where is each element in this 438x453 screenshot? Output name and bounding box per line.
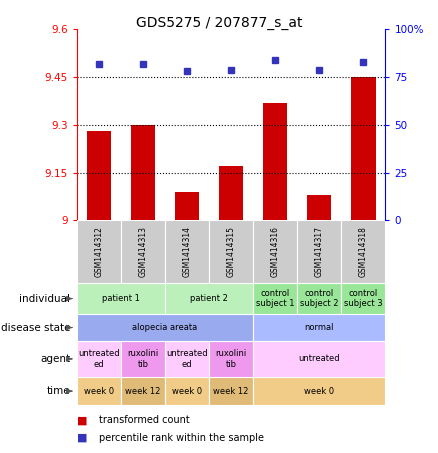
Text: GSM1414317: GSM1414317 bbox=[315, 226, 324, 277]
Bar bbox=[341, 221, 385, 283]
Text: week 0: week 0 bbox=[84, 386, 114, 395]
Text: control
subject 1: control subject 1 bbox=[256, 289, 294, 308]
Bar bbox=[253, 341, 385, 377]
Bar bbox=[209, 341, 253, 377]
Text: untreated
ed: untreated ed bbox=[166, 349, 208, 369]
Bar bbox=[77, 377, 121, 405]
Bar bbox=[165, 377, 209, 405]
Bar bbox=[351, 77, 375, 221]
Bar bbox=[87, 131, 111, 221]
Text: time: time bbox=[47, 386, 71, 396]
Text: control
subject 2: control subject 2 bbox=[300, 289, 339, 308]
Bar bbox=[175, 192, 199, 221]
Text: week 12: week 12 bbox=[213, 386, 249, 395]
Bar bbox=[253, 377, 385, 405]
Text: GSM1414315: GSM1414315 bbox=[226, 226, 236, 277]
Text: GSM1414318: GSM1414318 bbox=[359, 226, 368, 277]
Text: patient 1: patient 1 bbox=[102, 294, 140, 303]
Text: GSM1414313: GSM1414313 bbox=[138, 226, 147, 277]
Bar bbox=[253, 221, 297, 283]
Bar bbox=[121, 341, 165, 377]
Text: GSM1414316: GSM1414316 bbox=[271, 226, 279, 277]
Bar bbox=[121, 377, 165, 405]
Text: untreated: untreated bbox=[298, 354, 340, 363]
Text: control
subject 3: control subject 3 bbox=[344, 289, 383, 308]
Bar bbox=[121, 221, 165, 283]
Text: alopecia areata: alopecia areata bbox=[132, 323, 198, 332]
Bar bbox=[77, 283, 165, 314]
Text: transformed count: transformed count bbox=[99, 415, 189, 425]
Text: ruxolini
tib: ruxolini tib bbox=[127, 349, 159, 369]
Bar bbox=[263, 103, 287, 221]
Text: week 0: week 0 bbox=[172, 386, 202, 395]
Text: week 0: week 0 bbox=[304, 386, 334, 395]
Text: patient 2: patient 2 bbox=[190, 294, 228, 303]
Text: ■: ■ bbox=[77, 415, 87, 425]
Bar bbox=[307, 195, 332, 221]
Bar bbox=[165, 283, 253, 314]
Bar bbox=[253, 314, 385, 341]
Text: GDS5275 / 207877_s_at: GDS5275 / 207877_s_at bbox=[136, 16, 302, 30]
Bar bbox=[77, 314, 253, 341]
Bar bbox=[165, 221, 209, 283]
Text: GSM1414314: GSM1414314 bbox=[183, 226, 191, 277]
Text: ruxolini
tib: ruxolini tib bbox=[215, 349, 247, 369]
Bar bbox=[219, 166, 243, 221]
Bar bbox=[297, 221, 341, 283]
Text: normal: normal bbox=[304, 323, 334, 332]
Text: week 12: week 12 bbox=[125, 386, 160, 395]
Bar bbox=[77, 341, 121, 377]
Bar bbox=[209, 377, 253, 405]
Bar bbox=[209, 221, 253, 283]
Text: disease state: disease state bbox=[1, 323, 71, 333]
Text: individual: individual bbox=[19, 294, 71, 304]
Bar bbox=[131, 125, 155, 221]
Bar bbox=[165, 341, 209, 377]
Text: percentile rank within the sample: percentile rank within the sample bbox=[99, 433, 264, 443]
Bar bbox=[297, 283, 341, 314]
Bar bbox=[341, 283, 385, 314]
Bar bbox=[253, 283, 297, 314]
Bar bbox=[77, 221, 121, 283]
Text: GSM1414312: GSM1414312 bbox=[94, 226, 103, 277]
Text: ■: ■ bbox=[77, 433, 87, 443]
Text: untreated
ed: untreated ed bbox=[78, 349, 120, 369]
Text: agent: agent bbox=[40, 354, 71, 364]
